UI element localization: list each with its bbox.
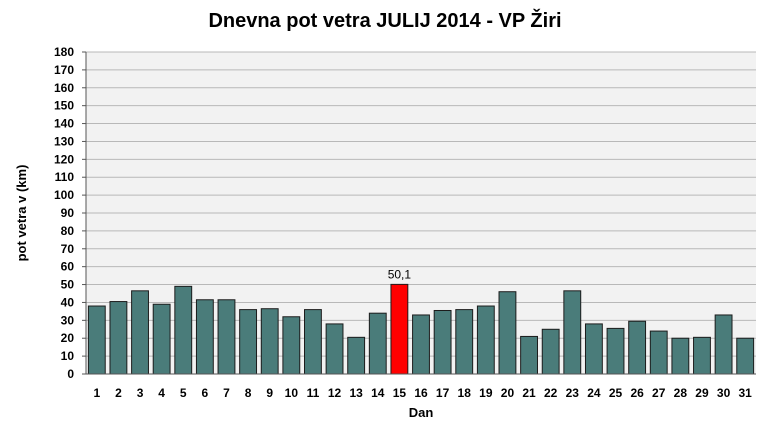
x-tick-label: 22 bbox=[544, 386, 558, 400]
x-tick-label: 18 bbox=[458, 386, 472, 400]
bar bbox=[671, 337, 690, 375]
x-tick-label: 17 bbox=[436, 386, 450, 400]
bar bbox=[606, 327, 625, 375]
bar bbox=[152, 303, 171, 375]
bar bbox=[412, 314, 430, 375]
bar bbox=[282, 316, 301, 375]
data-label: 50,1 bbox=[388, 267, 412, 281]
bar bbox=[347, 336, 366, 375]
x-tick-label: 12 bbox=[328, 386, 342, 400]
y-tick-label: 60 bbox=[61, 260, 75, 274]
x-tick-label: 16 bbox=[414, 386, 428, 400]
bar bbox=[131, 290, 149, 375]
x-tick-label: 29 bbox=[695, 386, 709, 400]
y-tick-label: 10 bbox=[61, 349, 75, 363]
x-tick-label: 30 bbox=[717, 386, 731, 400]
bar bbox=[217, 299, 236, 375]
y-tick-label: 90 bbox=[61, 206, 75, 220]
x-tick-label: 14 bbox=[371, 386, 385, 400]
bar bbox=[693, 336, 711, 375]
bar bbox=[476, 305, 495, 375]
bar bbox=[520, 335, 538, 375]
bar bbox=[649, 330, 668, 375]
x-tick-label: 8 bbox=[245, 386, 252, 400]
bar bbox=[195, 299, 214, 375]
y-tick-label: 130 bbox=[54, 134, 74, 148]
y-tick-label: 140 bbox=[54, 117, 74, 131]
bar bbox=[109, 301, 128, 375]
bar bbox=[584, 323, 603, 375]
bars: 50,1 bbox=[87, 267, 755, 375]
bar bbox=[736, 337, 755, 375]
x-tick-label: 5 bbox=[180, 386, 187, 400]
y-tick-label: 50 bbox=[61, 278, 75, 292]
x-tick-label: 13 bbox=[349, 386, 363, 400]
bar bbox=[239, 309, 258, 375]
y-axis-title: pot vetra v (km) bbox=[14, 165, 29, 262]
bar bbox=[325, 323, 344, 375]
y-tick-label: 100 bbox=[54, 188, 74, 202]
x-tick-label: 26 bbox=[630, 386, 644, 400]
y-tick-label: 180 bbox=[54, 45, 74, 59]
x-tick-label: 11 bbox=[307, 386, 320, 400]
y-tick-label: 70 bbox=[61, 242, 75, 256]
x-tick-label: 1 bbox=[93, 386, 100, 400]
x-tick-labels: 1 2 3 4 5 6 7 8 9 10 11 12 13 14 15 16 17 18 19 20 21 22 23 24 2… bbox=[93, 386, 752, 400]
bar bbox=[628, 320, 647, 375]
y-tick-label: 0 bbox=[67, 367, 74, 381]
y-tick-label: 150 bbox=[54, 99, 74, 113]
bar bbox=[433, 309, 452, 375]
bar bbox=[260, 308, 279, 375]
y-tick-label: 160 bbox=[54, 81, 74, 95]
bar bbox=[563, 290, 582, 375]
x-tick-label: 2 bbox=[115, 386, 122, 400]
x-tick-label: 27 bbox=[652, 386, 666, 400]
x-tick-label: 21 bbox=[522, 386, 536, 400]
x-tick-label: 24 bbox=[587, 386, 601, 400]
x-tick-label: 28 bbox=[674, 386, 688, 400]
y-tick-label: 80 bbox=[61, 224, 75, 238]
x-tick-label: 7 bbox=[223, 386, 230, 400]
x-tick-label: 9 bbox=[266, 386, 273, 400]
x-tick-label: 3 bbox=[137, 386, 144, 400]
bar bbox=[87, 305, 106, 375]
y-tick-label: 40 bbox=[61, 295, 75, 309]
bar bbox=[368, 312, 387, 375]
x-tick-label: 19 bbox=[479, 386, 493, 400]
x-tick-label: 10 bbox=[285, 386, 299, 400]
bar bbox=[498, 291, 517, 375]
x-tick-label: 23 bbox=[566, 386, 580, 400]
y-tick-label: 20 bbox=[61, 331, 75, 345]
bar-highlight bbox=[390, 283, 409, 375]
bar bbox=[714, 314, 733, 375]
bar bbox=[541, 328, 560, 375]
x-tick-label: 4 bbox=[158, 386, 165, 400]
y-tick-labels: 0 10 20 30 40 50 60 70 80 90 100 110 120 130 140 150 160… bbox=[54, 45, 86, 381]
x-tick-label: 15 bbox=[393, 386, 407, 400]
bar bbox=[455, 309, 474, 375]
bar bbox=[304, 309, 322, 375]
x-axis-title: Dan bbox=[409, 405, 434, 420]
y-tick-label: 170 bbox=[54, 63, 74, 77]
y-tick-label: 30 bbox=[61, 313, 75, 327]
x-tick-label: 6 bbox=[202, 386, 209, 400]
x-tick-label: 20 bbox=[501, 386, 515, 400]
bar bbox=[174, 285, 193, 375]
chart-title: Dnevna pot vetra JULIJ 2014 - VP Žiri bbox=[208, 10, 562, 32]
y-tick-label: 120 bbox=[54, 152, 74, 166]
x-tick-label: 31 bbox=[739, 386, 753, 400]
y-tick-label: 110 bbox=[55, 170, 75, 184]
x-tick-label: 25 bbox=[609, 386, 623, 400]
